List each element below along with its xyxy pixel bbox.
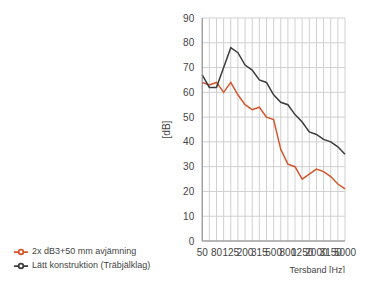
svg-text:40: 40	[183, 136, 195, 147]
svg-text:60: 60	[183, 87, 195, 98]
svg-text:20: 20	[183, 186, 195, 197]
svg-text:50: 50	[197, 247, 209, 258]
svg-text:200: 200	[236, 247, 254, 259]
svg-text:Tersband [Hz]: Tersband [Hz]	[289, 265, 345, 273]
svg-text:2000: 2000	[305, 247, 328, 259]
svg-text:315: 315	[251, 247, 268, 259]
svg-text:1250: 1250	[291, 247, 314, 259]
svg-text:10: 10	[183, 211, 195, 222]
svg-text:80: 80	[211, 247, 223, 258]
svg-text:3150: 3150	[319, 247, 342, 259]
html-text:Lätt konstruktion (Träbjälklag: Lätt konstruktion (Träbjälklag)	[32, 260, 151, 271]
svg-text:50: 50	[183, 112, 195, 123]
svg-text:30: 30	[183, 161, 195, 172]
html-text:2x dB3+50 mm avjämning: 2x dB3+50 mm avjämning	[32, 246, 137, 257]
svg-text:90: 90	[183, 13, 195, 24]
svg-text:[dB]: [dB]	[161, 120, 172, 138]
svg-text:125: 125	[222, 247, 240, 259]
svg-text:5000: 5000	[334, 247, 357, 258]
svg-text:800: 800	[279, 247, 297, 259]
svg-text:0: 0	[189, 236, 195, 247]
svg-text:70: 70	[183, 62, 195, 73]
svg-text:80: 80	[183, 37, 195, 48]
svg-text:500: 500	[265, 247, 282, 259]
